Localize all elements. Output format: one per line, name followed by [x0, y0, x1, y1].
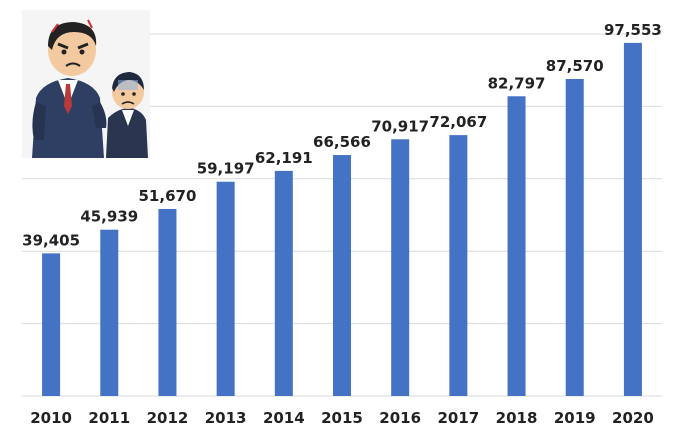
- data-label-2013: 59,197: [197, 160, 255, 178]
- bar-2015: [333, 155, 351, 396]
- data-label-2010: 39,405: [22, 231, 80, 249]
- scolding-illustration-icon: [22, 10, 150, 158]
- data-label-2011: 45,939: [80, 208, 138, 226]
- x-tick-2020: 2020: [612, 409, 654, 425]
- bar-2017: [449, 135, 468, 396]
- x-tick-2012: 2012: [147, 409, 189, 425]
- x-tick-2019: 2019: [554, 409, 596, 425]
- x-tick-2018: 2018: [496, 409, 538, 425]
- data-label-2015: 66,566: [313, 133, 371, 151]
- data-label-2012: 51,670: [139, 187, 197, 205]
- bar-2020: [623, 42, 642, 396]
- bar-2019: [565, 78, 584, 397]
- data-label-2018: 82,797: [488, 74, 546, 92]
- x-axis-tick-labels: 2010 2011 2012 2013 2014 2015 2016 2017 2018 2019…: [30, 409, 654, 425]
- x-tick-2010: 2010: [30, 409, 72, 425]
- data-label-2019: 87,570: [546, 57, 604, 75]
- bars: [42, 42, 642, 397]
- bar-2014: [274, 170, 293, 396]
- x-tick-2017: 2017: [437, 409, 479, 425]
- data-label-2017: 72,067: [429, 113, 487, 131]
- data-label-2014: 62,191: [255, 149, 313, 167]
- data-label-2016: 70,917: [371, 117, 429, 135]
- bar-2018: [507, 96, 526, 397]
- data-labels: 39,40545,93951,67059,19762,19166,56670,9…: [22, 21, 662, 249]
- bar-2016: [391, 139, 410, 396]
- x-tick-2014: 2014: [263, 409, 305, 425]
- data-label-2020: 97,553: [604, 21, 662, 39]
- bar-2010: [42, 253, 61, 396]
- bar-2013: [216, 181, 235, 396]
- x-tick-2011: 2011: [88, 409, 130, 425]
- x-tick-2013: 2013: [205, 409, 247, 425]
- x-tick-2015: 2015: [321, 409, 363, 425]
- x-tick-2016: 2016: [379, 409, 421, 425]
- bar-2012: [158, 208, 177, 396]
- bar-2011: [100, 229, 119, 396]
